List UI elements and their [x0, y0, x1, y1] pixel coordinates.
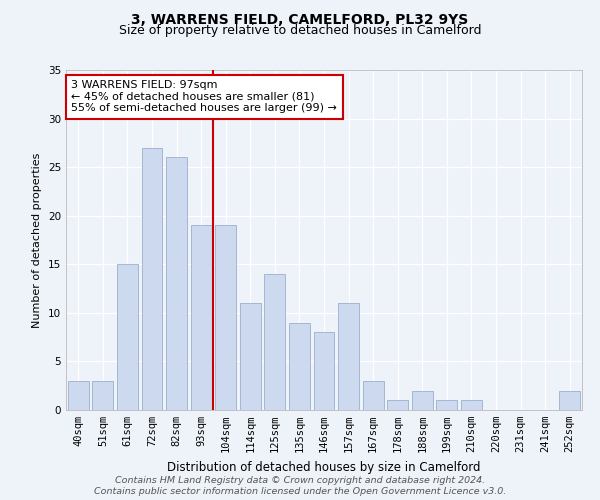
- Bar: [387, 400, 408, 410]
- Text: Contains public sector information licensed under the Open Government Licence v3: Contains public sector information licen…: [94, 487, 506, 496]
- Bar: [412, 390, 433, 410]
- Bar: [68, 381, 89, 410]
- Bar: [461, 400, 482, 410]
- X-axis label: Distribution of detached houses by size in Camelford: Distribution of detached houses by size …: [167, 460, 481, 473]
- Bar: [142, 148, 163, 410]
- Bar: [289, 322, 310, 410]
- Bar: [436, 400, 457, 410]
- Y-axis label: Number of detached properties: Number of detached properties: [32, 152, 43, 328]
- Bar: [166, 158, 187, 410]
- Bar: [240, 303, 261, 410]
- Text: Contains HM Land Registry data © Crown copyright and database right 2024.: Contains HM Land Registry data © Crown c…: [115, 476, 485, 485]
- Text: 3 WARRENS FIELD: 97sqm
← 45% of detached houses are smaller (81)
55% of semi-det: 3 WARRENS FIELD: 97sqm ← 45% of detached…: [71, 80, 337, 114]
- Bar: [191, 226, 212, 410]
- Text: Size of property relative to detached houses in Camelford: Size of property relative to detached ho…: [119, 24, 481, 37]
- Bar: [117, 264, 138, 410]
- Bar: [265, 274, 286, 410]
- Bar: [559, 390, 580, 410]
- Bar: [362, 381, 383, 410]
- Text: 3, WARRENS FIELD, CAMELFORD, PL32 9YS: 3, WARRENS FIELD, CAMELFORD, PL32 9YS: [131, 12, 469, 26]
- Bar: [215, 226, 236, 410]
- Bar: [92, 381, 113, 410]
- Bar: [314, 332, 334, 410]
- Bar: [338, 303, 359, 410]
